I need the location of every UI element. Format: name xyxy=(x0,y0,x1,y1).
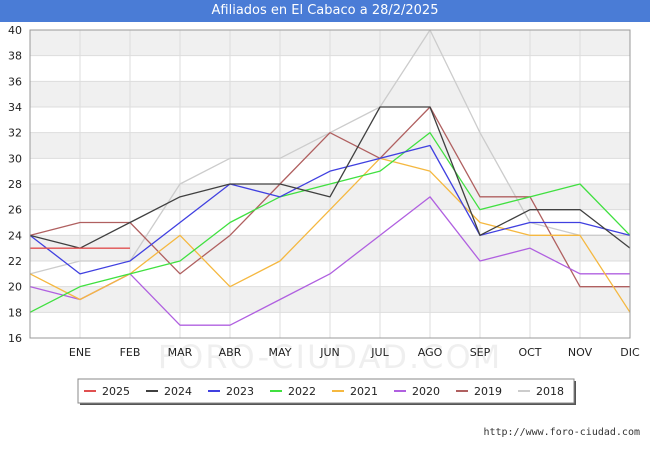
x-tick-label: JUN xyxy=(319,346,340,359)
series-line-2024 xyxy=(29,106,631,249)
legend: 2025 2024 2023 2022 2021 2020 2019 2018 xyxy=(77,378,576,405)
x-tick-label: SEP xyxy=(470,346,491,359)
legend-box xyxy=(77,378,575,404)
plot-border xyxy=(29,29,631,339)
legend-label-2025: 2025 xyxy=(102,385,130,398)
y-tick-label: 32 xyxy=(8,127,22,140)
legend-label-2023: 2023 xyxy=(226,385,254,398)
x-tick-label: ENE xyxy=(69,346,91,359)
watermark: FORO-CIUDAD.COM xyxy=(158,338,503,376)
x-tick-label: OCT xyxy=(518,346,541,359)
source-credit: http://www.foro-ciudad.com xyxy=(483,427,640,438)
x-tick-label: ABR xyxy=(219,346,242,359)
series-line-2023 xyxy=(29,144,631,275)
legend-label-2019: 2019 xyxy=(474,385,502,398)
x-tick-label: JUL xyxy=(370,346,389,359)
legend-label-2022: 2022 xyxy=(288,385,316,398)
y-tick-label: 36 xyxy=(8,75,22,88)
legend-label-2018: 2018 xyxy=(536,385,564,398)
x-tick-label: FEB xyxy=(120,346,141,359)
legend-label-2024: 2024 xyxy=(164,385,192,398)
series-lines xyxy=(29,29,631,326)
legend-label-2020: 2020 xyxy=(412,385,440,398)
y-tick-label: 28 xyxy=(8,178,22,191)
x-tick-label: NOV xyxy=(568,346,593,359)
legend-label-2021: 2021 xyxy=(350,385,378,398)
y-tick-label: 24 xyxy=(8,229,22,242)
y-tick-label: 18 xyxy=(8,306,22,319)
x-tick-label: MAR xyxy=(168,346,193,359)
axes: 16 18 20 22 24 26 28 30 32 34 36 38 40 ENE FEB MAR ABR MA… xyxy=(8,24,640,359)
y-tick-label: 30 xyxy=(8,152,22,165)
y-tick-label: 16 xyxy=(8,332,22,345)
series-line-2022 xyxy=(29,132,631,313)
x-tick-label: AGO xyxy=(418,346,443,359)
y-tick-label: 22 xyxy=(8,255,22,268)
chart-title: Afiliados en El Cabaco a 28/2/2025 xyxy=(0,0,650,22)
y-tick-label: 34 xyxy=(8,101,22,114)
x-tick-label: DIC xyxy=(620,346,640,359)
y-tick-label: 20 xyxy=(8,281,22,294)
x-tick-label: MAY xyxy=(269,346,292,359)
y-tick-label: 40 xyxy=(8,24,22,37)
y-tick-label: 26 xyxy=(8,204,22,217)
y-tick-label: 38 xyxy=(8,50,22,63)
